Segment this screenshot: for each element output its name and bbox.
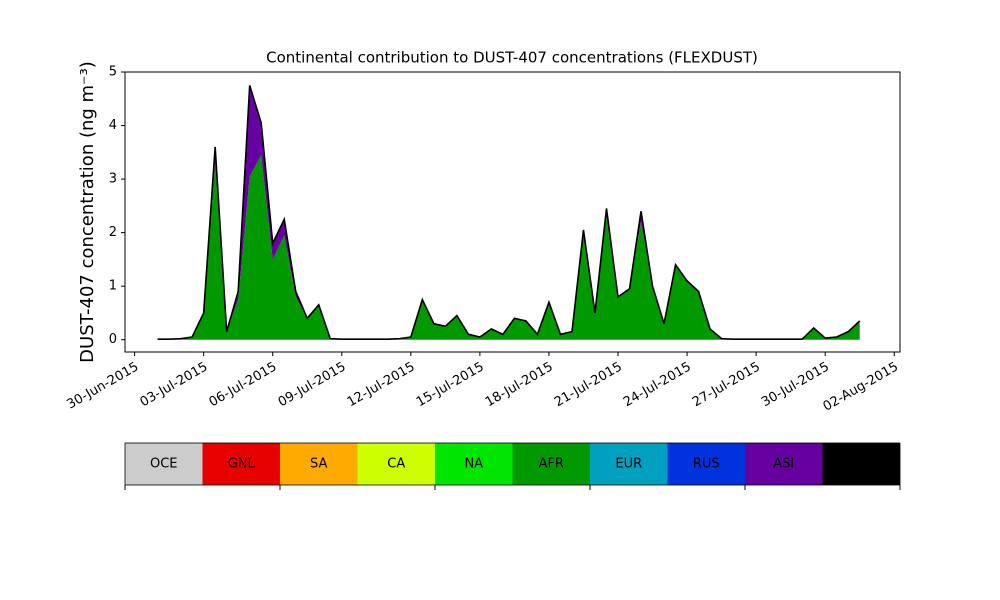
total-outline	[157, 85, 861, 340]
legend-swatch	[125, 443, 203, 485]
chart-title: Continental contribution to DUST-407 con…	[266, 49, 758, 67]
plot-frame	[124, 71, 901, 353]
legend-label: EUR	[615, 457, 642, 472]
legend-entry: RUS	[667, 443, 745, 485]
y-axis-label: DUST-407 concentration (ng m⁻³)	[77, 61, 98, 363]
legend-entry: ASI	[745, 443, 823, 485]
legend-label: AFR	[539, 457, 564, 472]
x-tick-label: 03-Jul-2015	[138, 360, 211, 411]
legend-label: CA	[387, 457, 405, 472]
y-tick-label: 2	[109, 225, 117, 240]
legend-entry: GNL	[202, 443, 280, 485]
legend-entry: SA	[280, 443, 358, 485]
legend-swatch	[357, 443, 435, 485]
legend-entry: NA	[435, 443, 513, 485]
legend-label: AUS	[848, 457, 875, 472]
legend-entry: AFR	[512, 443, 590, 485]
x-tick-label: 21-Jul-2015	[552, 360, 625, 411]
legend-label: OCE	[150, 457, 178, 472]
legend-entry: OCE	[125, 443, 203, 485]
legend-swatch	[435, 443, 513, 485]
legend-swatch	[667, 443, 745, 485]
legend-swatch	[745, 443, 823, 485]
legend-swatch	[202, 443, 280, 485]
y-tick-label: 3	[109, 172, 117, 187]
legend-label: SA	[310, 457, 327, 472]
legend-swatch	[590, 443, 668, 485]
x-tick-label: 15-Jul-2015	[414, 360, 487, 411]
colorbar-frame	[124, 442, 901, 486]
area	[157, 154, 860, 340]
legend-swatch	[280, 443, 358, 485]
x-tick-label: 27-Jul-2015	[690, 360, 763, 411]
x-tick-label: 06-Jul-2015	[207, 360, 280, 411]
legend-swatch	[512, 443, 590, 485]
legend-label: ASI	[773, 457, 794, 472]
x-tick-label: 02-Aug-2015	[821, 360, 901, 415]
x-tick-label: 12-Jul-2015	[345, 360, 418, 411]
y-tick-label: 4	[109, 118, 117, 133]
legend-swatch	[822, 443, 900, 485]
y-tick-label: 1	[109, 279, 117, 294]
legend-entry: CA	[357, 443, 435, 485]
legend-entry: AUS	[822, 443, 900, 485]
x-tick-label: 30-Jun-2015	[65, 360, 142, 413]
x-tick-label: 09-Jul-2015	[276, 360, 349, 411]
y-tick-label: 5	[109, 65, 117, 80]
legend-label: GNL	[228, 457, 256, 472]
legend-label: NA	[464, 457, 483, 472]
x-tick-label: 18-Jul-2015	[483, 360, 556, 411]
legend-label: RUS	[693, 457, 720, 472]
legend-entry: EUR	[590, 443, 668, 485]
y-tick-label: 0	[109, 332, 117, 347]
x-tick-label: 24-Jul-2015	[621, 360, 694, 411]
